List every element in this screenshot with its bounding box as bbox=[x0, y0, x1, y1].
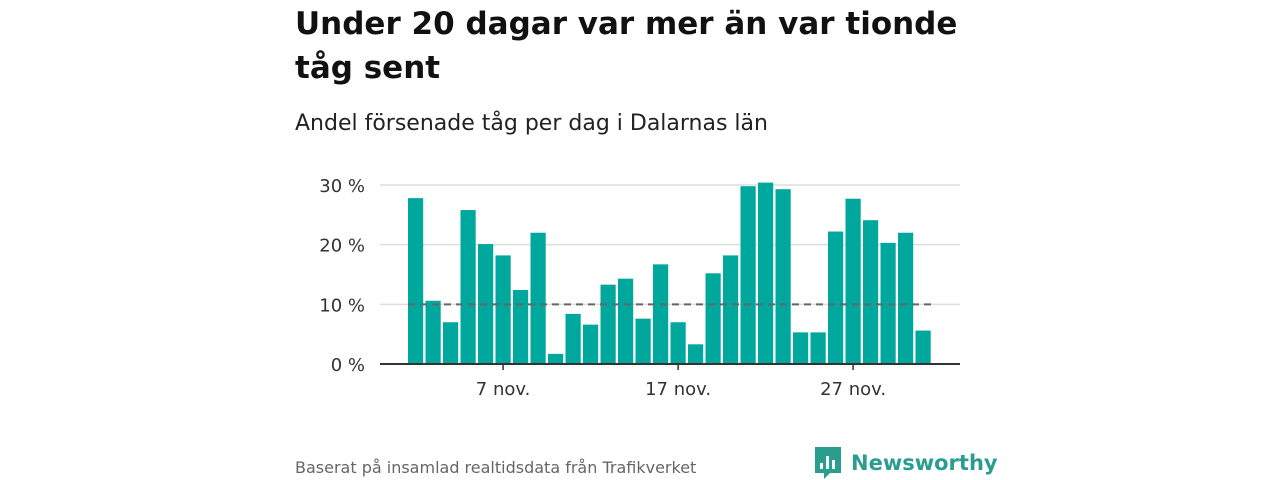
bar bbox=[635, 318, 651, 364]
chart-subtitle: Andel försenade tåg per dag i Dalarnas l… bbox=[295, 111, 768, 136]
bar bbox=[915, 330, 931, 364]
bar bbox=[898, 232, 914, 364]
bar bbox=[495, 255, 511, 364]
bar bbox=[775, 189, 791, 364]
bar bbox=[443, 322, 459, 364]
bar bbox=[810, 332, 826, 364]
chart-title: Under 20 dagar var mer än var tionde tåg… bbox=[295, 6, 958, 86]
bar bbox=[408, 198, 424, 364]
bar bbox=[688, 344, 704, 364]
bar bbox=[670, 322, 686, 364]
bar bbox=[600, 284, 616, 364]
newsworthy-logo: Newsworthy bbox=[813, 446, 998, 480]
bar bbox=[863, 220, 879, 364]
bar bbox=[565, 313, 581, 364]
bar bbox=[618, 278, 634, 364]
bar bbox=[513, 290, 529, 364]
bar bbox=[530, 232, 546, 364]
bar bbox=[705, 273, 721, 364]
bar bbox=[740, 186, 756, 364]
bar bbox=[425, 300, 441, 364]
x-tick-label: 17 nov. bbox=[645, 379, 711, 400]
y-tick-label: 10 % bbox=[319, 295, 365, 316]
bar bbox=[723, 255, 739, 364]
bar bbox=[583, 324, 599, 364]
y-tick-label: 30 % bbox=[319, 176, 365, 197]
x-tick-label: 27 nov. bbox=[820, 379, 886, 400]
y-tick-label: 20 % bbox=[319, 236, 365, 257]
bar-chart-speech-bubble-icon bbox=[815, 447, 841, 479]
bar-chart: 0 % 10 % 20 % 30 % 7 nov. 17 nov. 27 nov. bbox=[319, 176, 960, 400]
brand-name: Newsworthy bbox=[851, 451, 998, 475]
bars bbox=[408, 182, 931, 364]
y-tick-label: 0 % bbox=[331, 355, 365, 376]
bar bbox=[845, 198, 861, 364]
axes: 0 % 10 % 20 % 30 % 7 nov. 17 nov. 27 nov. bbox=[319, 176, 960, 400]
bar bbox=[548, 353, 564, 364]
bar bbox=[793, 332, 809, 364]
x-tick-label: 7 nov. bbox=[476, 379, 531, 400]
bar bbox=[460, 210, 476, 364]
bar bbox=[758, 182, 774, 364]
bar bbox=[828, 231, 844, 364]
bar bbox=[653, 264, 669, 364]
source-note: Baserat på insamlad realtidsdata från Tr… bbox=[295, 458, 697, 477]
